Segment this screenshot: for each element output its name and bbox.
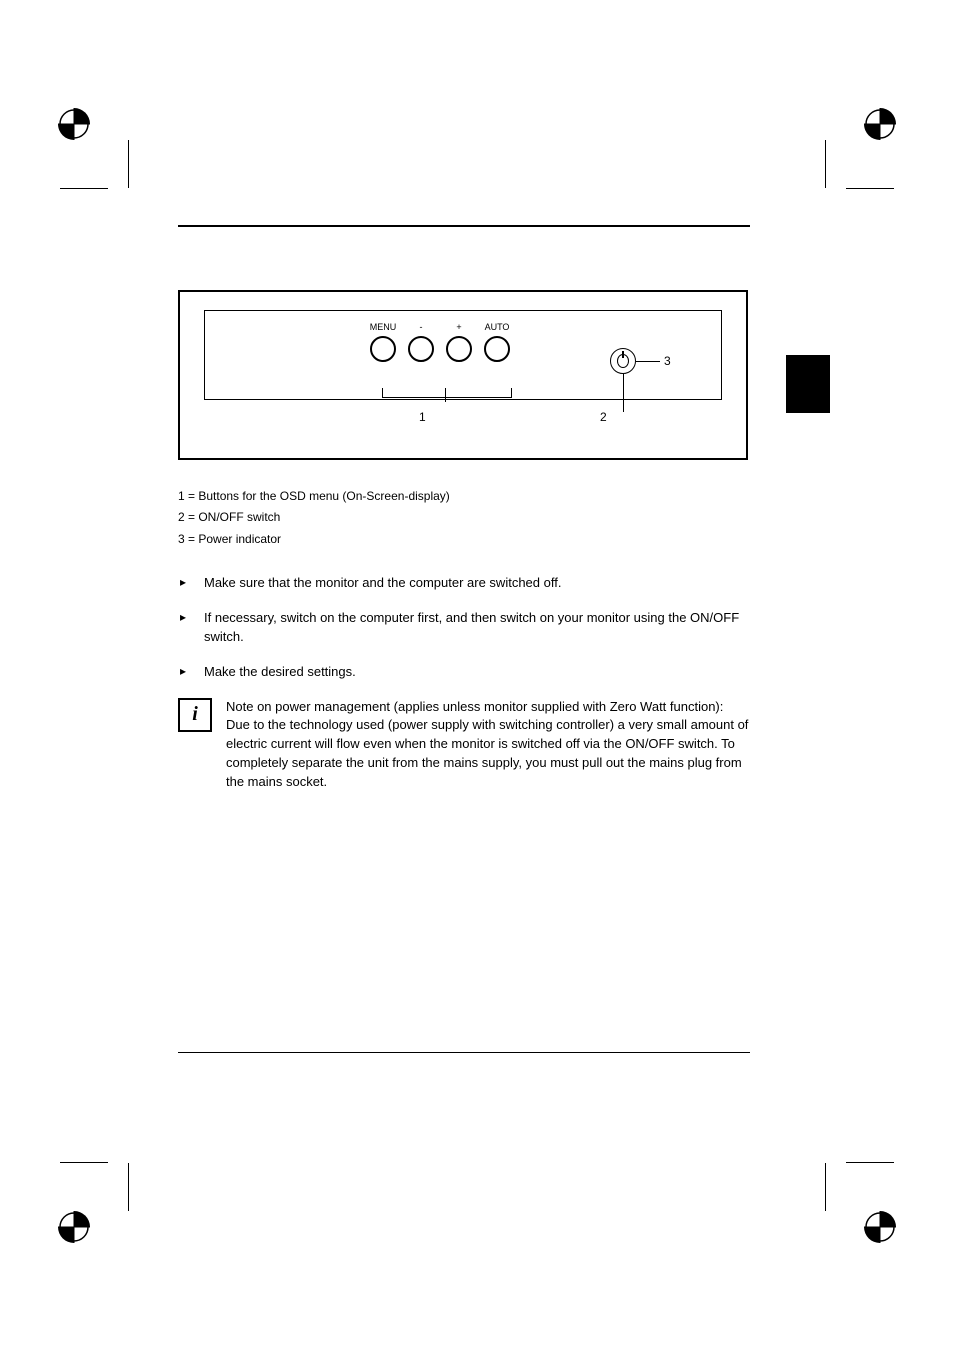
info-icon: i — [178, 698, 212, 732]
figure-legend-line: 3 = Power indicator — [178, 531, 750, 548]
figure-legend-line: 2 = ON/OFF switch — [178, 509, 750, 526]
button-label-minus: - — [420, 322, 423, 332]
footer-rule — [178, 1052, 750, 1053]
callout-leader-3 — [636, 361, 660, 362]
callout-number-3: 3 — [664, 354, 671, 368]
button-label-menu: MENU — [370, 322, 397, 332]
panel-button — [370, 336, 396, 362]
power-button-icon — [610, 348, 636, 374]
action-steps-list: Make sure that the monitor and the compu… — [178, 574, 750, 681]
button-label-auto: AUTO — [485, 322, 510, 332]
registration-mark-bottom-left — [58, 1211, 90, 1243]
figure-legend-line: 1 = Buttons for the OSD menu (On-Screen-… — [178, 488, 750, 505]
registration-mark-top-right — [864, 108, 896, 140]
panel-button — [484, 336, 510, 362]
action-step: If necessary, switch on the computer fir… — [178, 609, 750, 647]
callout-bracket-1 — [382, 388, 512, 398]
info-note: i Note on power management (applies unle… — [178, 698, 750, 792]
action-step: Make the desired settings. — [178, 663, 750, 682]
header-rule — [178, 225, 750, 227]
callout-leader-2 — [623, 374, 624, 412]
panel-button — [408, 336, 434, 362]
info-note-text: Note on power management (applies unless… — [226, 698, 750, 792]
content-column: MENU - + AUTO 1 2 3 1 = Buttons for the … — [178, 290, 750, 792]
callout-tick-1 — [445, 388, 446, 402]
control-panel-figure: MENU - + AUTO 1 2 3 — [178, 290, 748, 460]
action-step: Make sure that the monitor and the compu… — [178, 574, 750, 593]
callout-number-2: 2 — [600, 410, 607, 424]
registration-mark-top-left — [58, 108, 90, 140]
panel-button — [446, 336, 472, 362]
button-label-plus: + — [456, 322, 461, 332]
page-root: MENU - + AUTO 1 2 3 1 = Buttons for the … — [0, 0, 954, 1351]
callout-number-1: 1 — [419, 410, 426, 424]
section-tab — [786, 355, 830, 413]
registration-mark-bottom-right — [864, 1211, 896, 1243]
